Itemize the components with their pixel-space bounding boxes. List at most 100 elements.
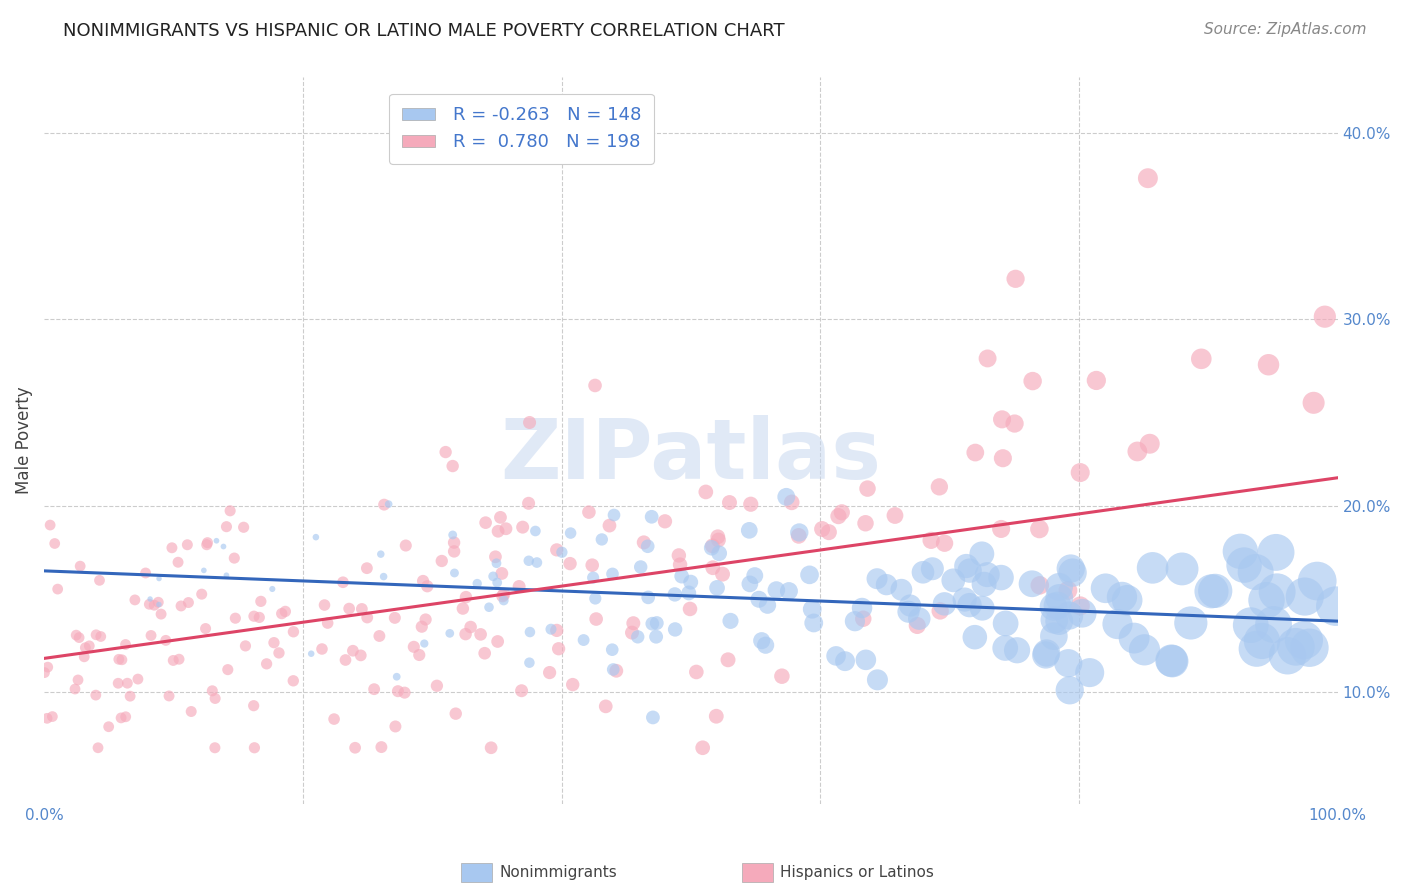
Point (66, 673, 89, 687)
Point (495, 522, 517, 536)
Point (395, 539, 418, 553)
Point (1139, 436, 1161, 450)
Point (138, 597, 160, 611)
Point (633, 535, 655, 549)
Point (1229, 544, 1251, 558)
Point (150, 607, 173, 621)
Point (1047, 591, 1070, 605)
Point (387, 684, 409, 698)
Point (79, 639, 101, 653)
Point (1071, 606, 1094, 620)
Point (538, 665, 561, 680)
Point (39, 518, 62, 533)
Point (875, 577, 897, 591)
Point (707, 530, 730, 544)
Point (170, 599, 193, 613)
Point (1043, 629, 1066, 643)
Point (114, 638, 136, 652)
Point (454, 590, 477, 604)
Point (486, 524, 509, 539)
Point (1257, 358, 1279, 372)
Point (46, 582, 69, 596)
Point (641, 710, 664, 724)
Point (1060, 561, 1083, 575)
Point (740, 497, 762, 511)
Point (167, 555, 190, 569)
Point (460, 620, 482, 634)
Point (111, 653, 134, 667)
Point (373, 569, 395, 583)
Point (305, 530, 328, 544)
Point (640, 509, 662, 524)
Point (44, 536, 66, 550)
Point (654, 514, 676, 528)
Point (1244, 565, 1267, 579)
Point (489, 510, 512, 524)
Point (990, 522, 1012, 536)
Point (934, 536, 956, 550)
Point (955, 559, 977, 574)
Point (314, 598, 336, 612)
Point (630, 560, 652, 574)
Point (959, 598, 981, 612)
Point (679, 602, 702, 616)
Point (671, 569, 693, 583)
Point (1069, 599, 1091, 613)
Text: NONIMMIGRANTS VS HISPANIC OR LATINO MALE POVERTY CORRELATION CHART: NONIMMIGRANTS VS HISPANIC OR LATINO MALE… (63, 22, 785, 40)
Point (384, 719, 406, 733)
Point (180, 705, 202, 719)
Point (486, 634, 509, 648)
Point (851, 601, 873, 615)
Point (1126, 444, 1149, 458)
Point (247, 610, 270, 624)
Point (127, 672, 149, 686)
Point (778, 584, 800, 599)
Point (1201, 584, 1223, 599)
Point (508, 579, 530, 593)
Point (581, 558, 603, 573)
Point (491, 566, 513, 581)
Point (707, 533, 730, 547)
Point (519, 416, 541, 430)
Point (1136, 171, 1159, 186)
Point (994, 616, 1017, 631)
Point (641, 616, 664, 631)
Point (748, 592, 770, 607)
Point (1298, 640, 1320, 655)
Point (583, 591, 606, 606)
Point (546, 542, 568, 557)
Point (201, 683, 224, 698)
Point (176, 538, 198, 552)
Point (1160, 654, 1182, 668)
Point (668, 549, 690, 563)
Point (775, 490, 797, 504)
Point (928, 480, 950, 494)
Point (866, 673, 889, 687)
Point (413, 636, 436, 650)
Point (63, 681, 86, 696)
Point (443, 535, 465, 549)
Point (825, 648, 848, 663)
Point (707, 546, 730, 560)
Point (139, 628, 162, 642)
Point (920, 533, 942, 548)
Point (430, 554, 453, 568)
Point (855, 516, 877, 531)
Point (583, 378, 606, 392)
Point (1107, 617, 1129, 632)
Point (685, 665, 707, 679)
Point (818, 525, 841, 540)
Point (465, 576, 488, 591)
Point (1116, 593, 1139, 607)
Point (953, 592, 976, 607)
Point (702, 560, 724, 574)
Point (1265, 545, 1288, 559)
Point (1005, 643, 1028, 657)
Point (1277, 648, 1299, 663)
Point (217, 663, 239, 677)
Point (120, 689, 142, 703)
Point (41, 709, 63, 723)
Point (831, 505, 853, 519)
Point (350, 648, 373, 663)
Point (34, 665, 56, 680)
